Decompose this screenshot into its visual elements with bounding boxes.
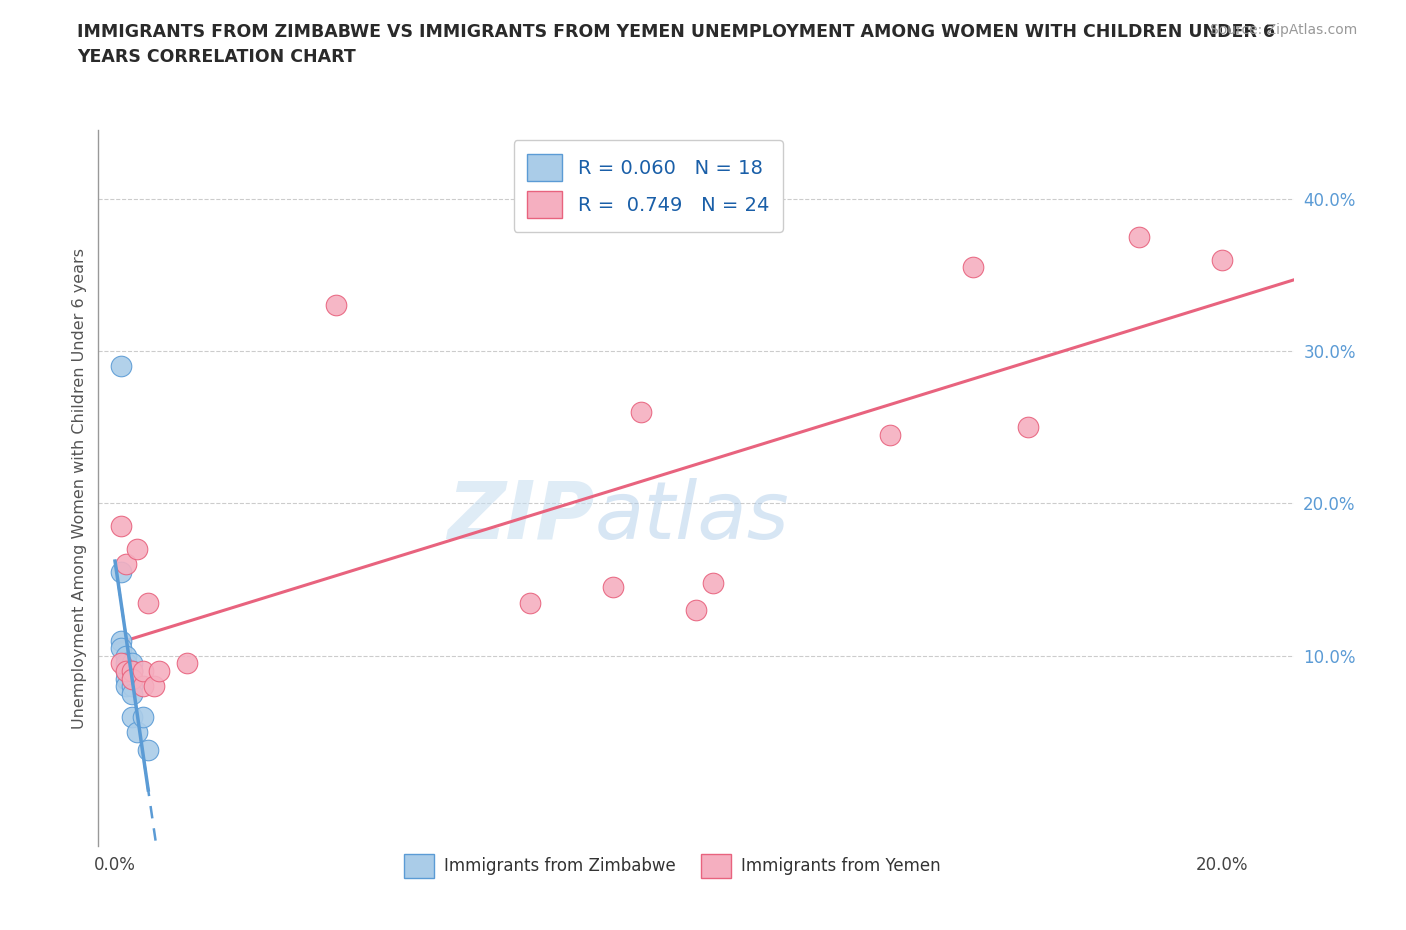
Text: atlas: atlas <box>595 478 789 556</box>
Point <box>148 664 170 679</box>
Point <box>1128 230 1150 245</box>
Point <box>121 679 143 694</box>
Point <box>121 664 143 679</box>
Point <box>602 579 624 594</box>
Point <box>685 603 707 618</box>
Point <box>115 648 138 663</box>
Point <box>1017 419 1039 434</box>
Point <box>121 710 143 724</box>
Legend: Immigrants from Zimbabwe, Immigrants from Yemen: Immigrants from Zimbabwe, Immigrants fro… <box>398 847 946 884</box>
Point <box>110 359 132 374</box>
Point <box>110 641 132 656</box>
Point <box>115 656 138 671</box>
Point <box>131 664 153 679</box>
Point <box>121 671 143 686</box>
Point <box>131 679 153 694</box>
Point <box>176 656 198 671</box>
Point <box>121 671 143 686</box>
Point <box>630 405 652 419</box>
Point <box>121 686 143 701</box>
Point <box>115 664 138 679</box>
Point <box>519 595 541 610</box>
Point <box>136 595 159 610</box>
Point <box>142 679 165 694</box>
Point <box>131 710 153 724</box>
Point <box>110 565 132 579</box>
Point <box>127 724 149 739</box>
Point <box>962 259 984 274</box>
Point <box>127 542 149 557</box>
Point <box>121 656 143 671</box>
Point <box>115 664 138 679</box>
Point <box>879 428 901 443</box>
Point <box>110 633 132 648</box>
Point <box>1211 252 1233 267</box>
Y-axis label: Unemployment Among Women with Children Under 6 years: Unemployment Among Women with Children U… <box>72 247 87 729</box>
Point <box>121 664 143 679</box>
Point <box>136 743 159 758</box>
Text: ZIP: ZIP <box>447 478 595 556</box>
Point <box>325 298 347 312</box>
Point <box>115 671 138 686</box>
Point <box>110 656 132 671</box>
Point <box>110 519 132 534</box>
Point <box>115 557 138 572</box>
Point <box>702 576 724 591</box>
Text: Source: ZipAtlas.com: Source: ZipAtlas.com <box>1209 23 1357 37</box>
Point <box>115 679 138 694</box>
Text: IMMIGRANTS FROM ZIMBABWE VS IMMIGRANTS FROM YEMEN UNEMPLOYMENT AMONG WOMEN WITH : IMMIGRANTS FROM ZIMBABWE VS IMMIGRANTS F… <box>77 23 1275 66</box>
